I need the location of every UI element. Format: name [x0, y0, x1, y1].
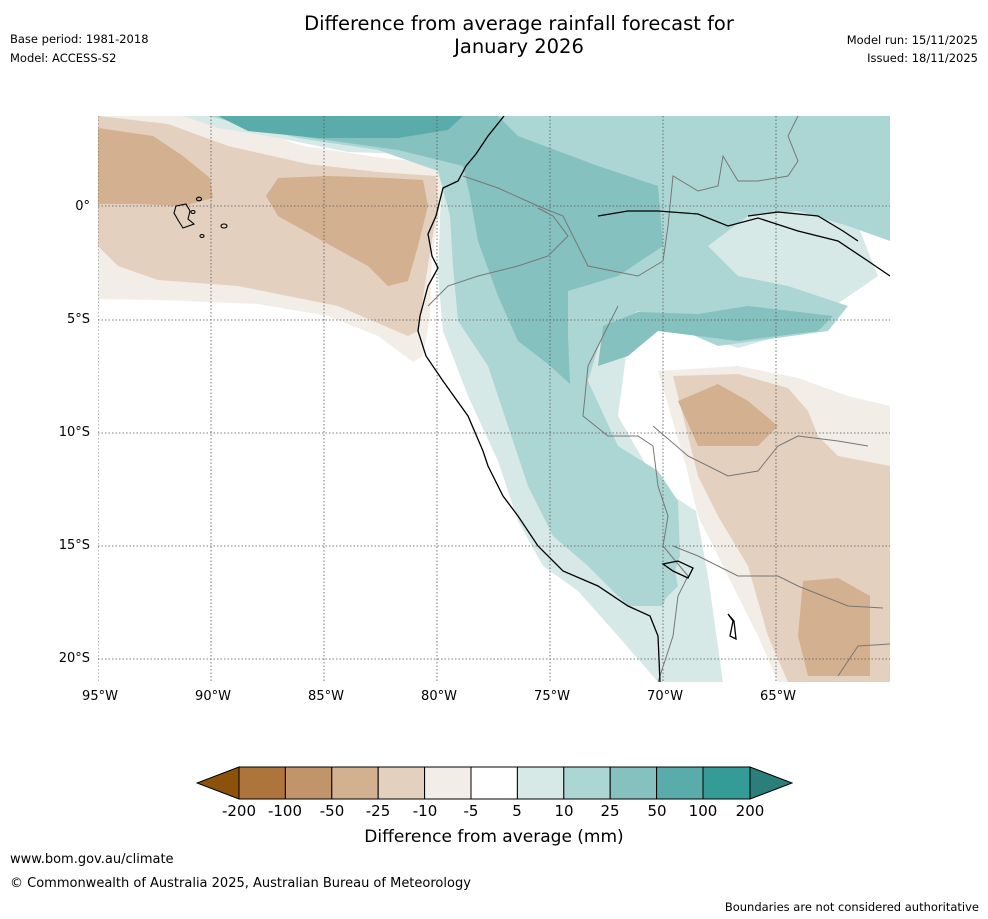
disclaimer-text: Boundaries are not considered authoritat… — [724, 900, 979, 914]
lon-label-80w: 80°W — [421, 689, 457, 704]
colorbar-segment — [238, 766, 286, 800]
colorbar-label: 50 — [647, 802, 667, 820]
lon-label-95w: 95°W — [82, 689, 118, 704]
colorbar-extend-low — [196, 766, 240, 800]
rainfall-anomaly-map — [98, 116, 890, 682]
lon-label-65w: 65°W — [760, 689, 796, 704]
wet-region-strong — [228, 116, 663, 384]
colorbar-label: -10 — [412, 802, 438, 820]
coastline — [417, 116, 890, 682]
title-line-2: January 2026 — [454, 35, 584, 58]
galapagos-islands — [173, 196, 228, 239]
wet-region-strong-south — [598, 306, 833, 366]
model-text: Model: ACCESS-S2 — [10, 51, 117, 65]
colorbar-segment — [331, 766, 379, 800]
lon-label-70w: 70°W — [647, 689, 683, 704]
dry-region-pacific-dark-east — [266, 176, 428, 286]
lat-label-15s: 15°S — [58, 538, 90, 553]
country-borders — [427, 116, 890, 682]
colorbar-label: -5 — [463, 802, 479, 820]
colorbar-segment — [424, 766, 472, 800]
colorbar-segment — [702, 766, 751, 800]
wet-region-very-strong — [218, 116, 463, 138]
colorbar-label: -25 — [365, 802, 391, 820]
lat-label-10s: 10°S — [58, 425, 90, 440]
colorbar-segment — [516, 766, 565, 800]
title-line-1: Difference from average rainfall forecas… — [304, 12, 734, 35]
colorbar-label: 100 — [688, 802, 718, 820]
dry-region-south-dark — [678, 384, 778, 446]
wet-region-moderate-south — [588, 514, 678, 601]
colorbar-label: -100 — [267, 802, 303, 820]
issued-text: Issued: 18/11/2025 — [867, 51, 978, 65]
website-link[interactable]: www.bom.gov.au/climate — [10, 852, 174, 867]
colorbar-segment — [563, 766, 611, 800]
colorbar-label: -50 — [319, 802, 345, 820]
colorbar — [196, 766, 794, 800]
lon-label-90w: 90°W — [195, 689, 231, 704]
graticule — [98, 116, 890, 682]
lon-label-85w: 85°W — [308, 689, 344, 704]
colorbar-label: 5 — [512, 802, 522, 820]
colorbar-label: 25 — [600, 802, 620, 820]
lat-label-20s: 20°S — [58, 651, 90, 666]
copyright-text: © Commonwealth of Australia 2025, Austra… — [10, 876, 471, 891]
colorbar-label: 10 — [554, 802, 574, 820]
dry-region-south-dark-east — [798, 578, 870, 676]
model-run-text: Model run: 15/11/2025 — [846, 33, 978, 47]
colorbar-label: 200 — [735, 802, 765, 820]
colorbar-title: Difference from average (mm) — [364, 827, 624, 847]
lat-label-0: 0° — [75, 199, 90, 214]
colorbar-segment — [284, 766, 333, 800]
dry-region-pacific-dark-west — [98, 128, 213, 206]
colorbar-segment — [377, 766, 426, 800]
colorbar-segment — [656, 766, 704, 800]
colorbar-segment — [470, 766, 518, 800]
map-title: Difference from average rainfall forecas… — [244, 12, 794, 58]
base-period-text: Base period: 1981-2018 — [10, 32, 149, 46]
lon-label-75w: 75°W — [534, 689, 570, 704]
colorbar-segment — [609, 766, 658, 800]
lat-label-5s: 5°S — [66, 312, 90, 327]
colorbar-extend-high — [749, 766, 794, 800]
colorbar-label: -200 — [221, 802, 257, 820]
